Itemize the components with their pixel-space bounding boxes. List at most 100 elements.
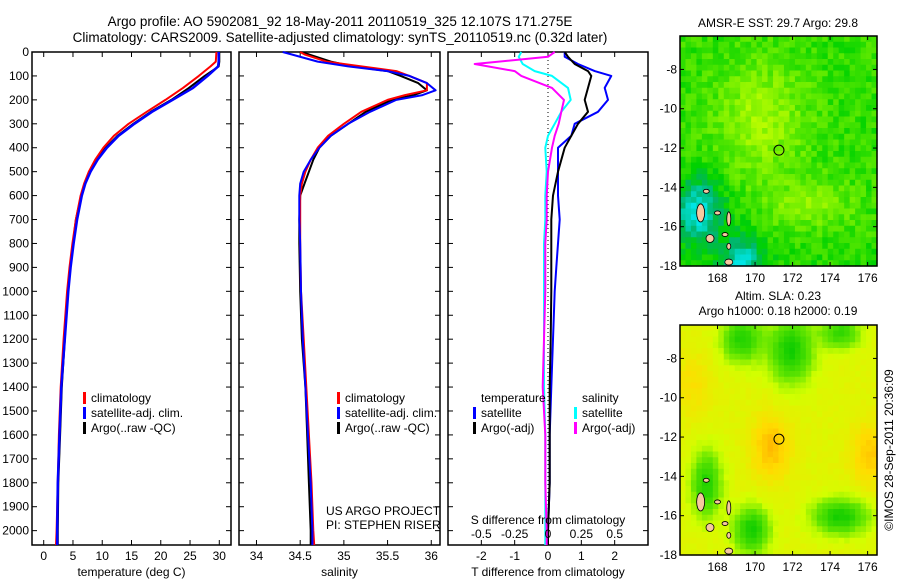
- map-cell: [778, 145, 785, 152]
- map-cell: [805, 237, 812, 244]
- map-cell: [718, 214, 725, 221]
- map-cell: [866, 365, 873, 372]
- map-cell: [756, 394, 763, 401]
- map-cell: [723, 457, 730, 464]
- map-cell: [844, 325, 851, 332]
- map-cell: [871, 202, 878, 210]
- map-cell: [690, 405, 698, 412]
- map-cell: [685, 497, 692, 504]
- map-cell: [729, 254, 736, 261]
- island: [702, 477, 710, 483]
- map-cell: [838, 53, 845, 60]
- map-cell: [773, 116, 780, 123]
- map-cell: [871, 70, 878, 77]
- map-cell: [816, 156, 823, 164]
- map-cell: [844, 260, 851, 267]
- map-cell: [816, 520, 823, 527]
- map-cell: [783, 202, 791, 210]
- map-cell: [745, 93, 752, 100]
- map-cell: [849, 394, 856, 401]
- map-cell: [712, 549, 719, 556]
- map-cell: [690, 133, 698, 141]
- map-cell: [805, 202, 812, 210]
- map-cell: [794, 220, 801, 227]
- series-line-climatology: [55, 51, 218, 546]
- map-cell: [685, 394, 692, 401]
- map-cell: [827, 491, 834, 499]
- map-cell: [745, 145, 752, 152]
- map-cell: [751, 162, 758, 169]
- map-cell: [729, 122, 736, 129]
- map-cell: [712, 428, 719, 435]
- map-cell: [740, 491, 747, 499]
- map-cell: [783, 145, 791, 152]
- map-cell: [778, 532, 785, 539]
- map-cell: [756, 440, 763, 447]
- map-cell: [701, 122, 708, 129]
- map-cell: [707, 254, 714, 261]
- map-cell: [685, 325, 692, 332]
- map-cell: [762, 59, 769, 66]
- map-cell: [811, 93, 818, 100]
- map-cell: [745, 417, 752, 424]
- map-cell: [866, 342, 873, 349]
- map-cell: [838, 353, 845, 361]
- map-cell: [794, 53, 801, 60]
- map-cell: [701, 191, 708, 198]
- map-cell: [718, 151, 725, 158]
- map-cell: [789, 156, 796, 164]
- map-cell: [855, 463, 862, 470]
- map-cell: [794, 428, 801, 435]
- map-cell: [680, 451, 687, 458]
- map-cell: [734, 543, 741, 550]
- map-cell: [838, 445, 845, 453]
- map-cell: [712, 248, 719, 256]
- map-cell: [712, 145, 719, 152]
- map-cell: [696, 185, 703, 192]
- map-cell: [734, 133, 741, 141]
- map-cell: [855, 47, 862, 54]
- map-cell: [740, 451, 747, 458]
- map-cell: [751, 509, 758, 516]
- map-cell: [800, 82, 807, 89]
- map-cell: [740, 70, 747, 77]
- map-cell: [751, 405, 758, 412]
- map-cell: [707, 532, 714, 539]
- map-cell: [789, 348, 796, 355]
- map-cell: [822, 87, 829, 95]
- map-cell: [855, 422, 862, 430]
- map-cell: [734, 197, 741, 204]
- map-cell: [740, 359, 747, 366]
- map-cell: [871, 47, 878, 54]
- map-cell: [833, 376, 840, 384]
- map-cell: [701, 394, 708, 401]
- map-cell: [751, 197, 758, 204]
- map-cell: [844, 486, 851, 493]
- map-cell: [805, 145, 812, 152]
- map-cell: [783, 411, 791, 418]
- map-cell: [833, 388, 840, 395]
- map-cell: [794, 382, 801, 389]
- map-cell: [816, 497, 823, 504]
- map-cell: [718, 260, 725, 267]
- map-cell: [680, 87, 687, 95]
- map-cell: [767, 105, 774, 112]
- map-cell: [740, 260, 747, 267]
- map-cell: [822, 82, 829, 89]
- map-cell: [680, 353, 687, 361]
- map-cell: [707, 260, 714, 267]
- map-cell: [751, 491, 758, 499]
- map-cell: [866, 243, 873, 250]
- map-cell: [778, 365, 785, 372]
- map-cell: [778, 537, 785, 545]
- map-cell: [827, 128, 834, 135]
- map-cell: [773, 537, 780, 545]
- map-cell: [833, 520, 840, 527]
- map-cell: [701, 105, 708, 112]
- map-cell: [778, 197, 785, 204]
- map-cell: [805, 359, 812, 366]
- map-cell: [827, 99, 834, 106]
- map-cell: [767, 168, 774, 175]
- map-cell: [718, 365, 725, 372]
- map-cell: [849, 330, 856, 338]
